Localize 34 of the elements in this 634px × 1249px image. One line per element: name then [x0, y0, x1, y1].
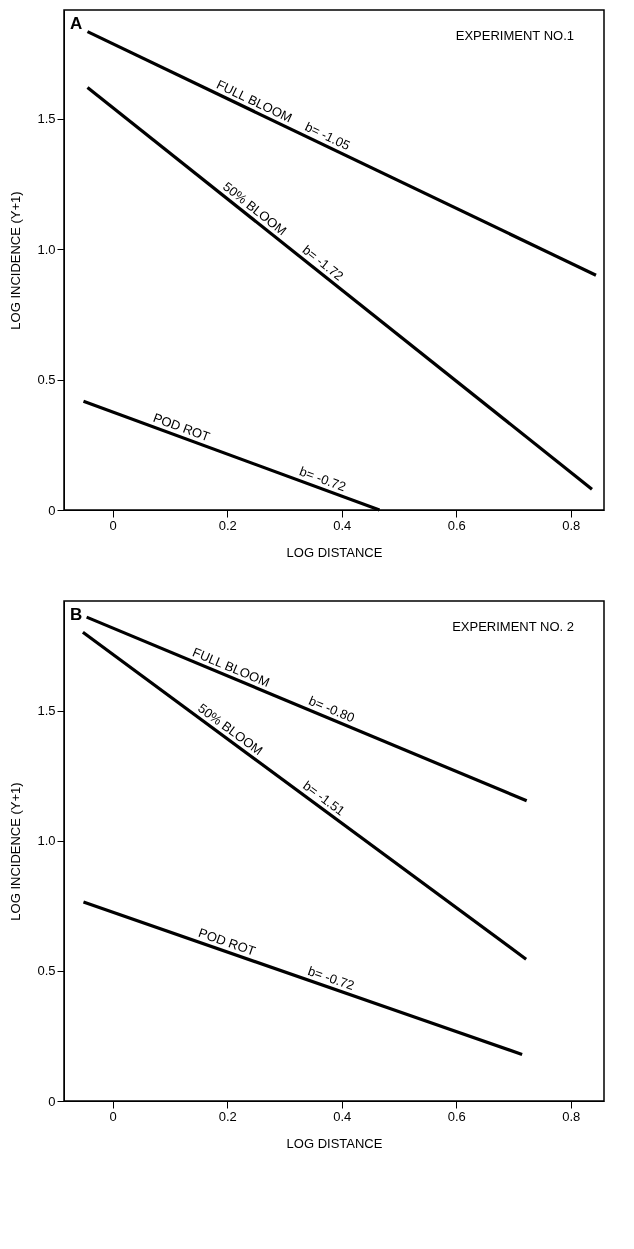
y-tick-label: 0.5: [37, 372, 56, 388]
x-axis-title: LOG DISTANCE: [286, 544, 383, 560]
text: POD ROT: [196, 924, 258, 959]
chart-title: B: [70, 605, 83, 624]
annotation: EXPERIMENT NO.1: [455, 28, 574, 43]
annotation: EXPERIMENT NO. 2: [452, 619, 574, 634]
y-tick-label: 0: [48, 502, 56, 518]
x-tick-label: 0.4: [333, 1108, 352, 1124]
x-tick-label: 0.6: [447, 1108, 466, 1124]
x-tick-label: 0.2: [218, 1108, 237, 1124]
x-tick-label: 0.4: [333, 517, 352, 533]
x-tick-label: 0.6: [447, 517, 466, 533]
y-tick-label: 1.5: [37, 703, 56, 719]
y-tick-label: 0.5: [37, 963, 56, 979]
y-tick-label: 1.0: [37, 241, 56, 257]
x-tick-label: 0.8: [562, 1108, 581, 1124]
x-tick-label: 0: [109, 517, 117, 533]
annotation: b= -0.72: [297, 463, 348, 495]
x-axis-title: LOG DISTANCE: [286, 1135, 383, 1151]
annotation: b= -0.72: [305, 963, 357, 994]
x-tick-label: 0.8: [562, 517, 581, 533]
annotation: b= -1.51: [300, 777, 348, 819]
y-tick-label: 1.5: [37, 111, 56, 127]
chart-title: A: [70, 14, 83, 33]
annotation: b= -0.80: [306, 692, 357, 726]
x-tick-label: 0.2: [218, 517, 237, 533]
y-axis-title: LOG INCIDENCE (Y+1): [8, 782, 24, 921]
annotation: b= -1.72: [299, 242, 347, 284]
text: POD ROT: [151, 409, 212, 445]
y-axis-title: LOG INCIDENCE (Y+1): [8, 191, 24, 330]
x-tick-label: 0: [109, 1108, 117, 1124]
y-tick-label: 1.0: [37, 833, 56, 849]
y-tick-label: 0: [48, 1093, 56, 1109]
annotation: b= -1.05: [302, 118, 353, 154]
